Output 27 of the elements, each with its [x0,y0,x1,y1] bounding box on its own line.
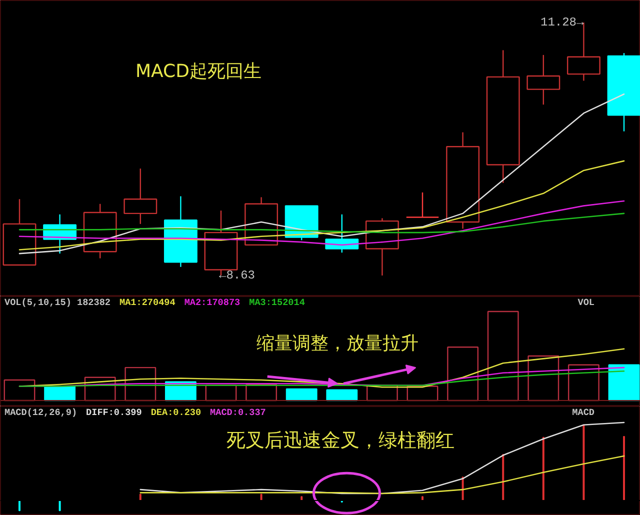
candlestick [406,192,440,218]
text: MA1:270494 [120,297,176,308]
annotation: 缩量调整，放量拉升 [256,333,418,354]
candlestick [526,54,560,106]
bar [608,364,640,402]
text: DEA:0.230 [150,407,202,418]
candlestick [124,168,158,225]
chart-title: MACD(12,26,9) [4,407,78,418]
candlestick [2,198,36,266]
candlestick [446,132,480,230]
candlestick [244,196,278,246]
candlestick [486,50,520,184]
bar [286,388,318,402]
text: DIFF:0.399 [86,407,142,418]
annotation: ←8.63 [219,268,256,282]
chart-title: VOL(5,10,15) 182382 [4,297,111,308]
bar [326,389,358,402]
candlestick [365,218,399,276]
annotation: MACD起死回生 [136,61,262,82]
text: MACD:0.337 [210,407,266,418]
text: MA3:152014 [249,297,306,308]
text: MACD [572,407,595,418]
text: MA2:170873 [184,297,241,308]
bar [487,310,519,402]
annotation: 死叉后迅速金叉，绿柱翻红 [226,430,454,452]
text: VOL [578,297,595,308]
annotation: 11.28→ [540,16,584,30]
